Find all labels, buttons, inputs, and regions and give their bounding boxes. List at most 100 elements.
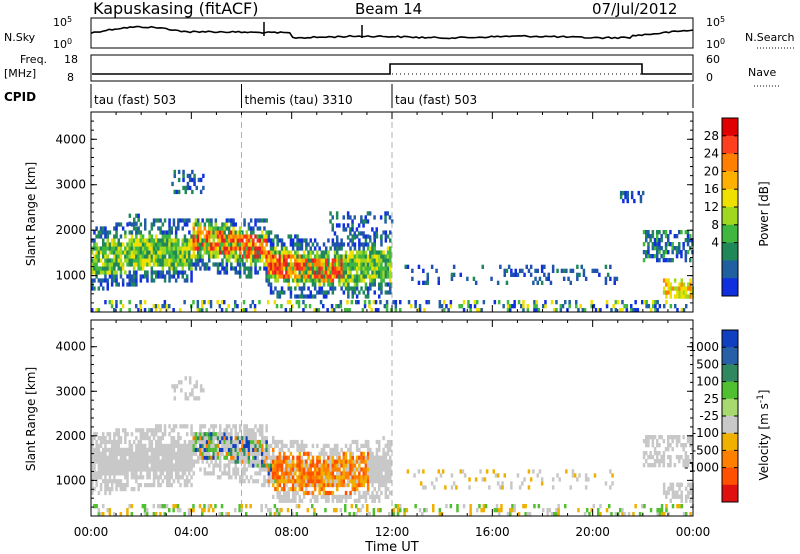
velocity-cell xyxy=(117,463,120,468)
velocity-cell xyxy=(492,469,495,474)
power-cell xyxy=(137,230,140,235)
velocity-cell xyxy=(219,463,222,468)
velocity-cell xyxy=(364,479,368,484)
velocity-cell xyxy=(344,467,348,472)
velocity-cell xyxy=(329,447,332,452)
power-cell xyxy=(128,262,131,267)
power-cell xyxy=(678,250,681,255)
power-cell xyxy=(647,234,650,239)
velocity-cell xyxy=(152,483,156,488)
power-cell xyxy=(155,218,158,223)
velocity-cell xyxy=(161,432,165,437)
velocity-cell xyxy=(115,471,118,476)
velocity-cell xyxy=(163,424,167,429)
velocity-cell xyxy=(289,471,293,476)
power-cell xyxy=(201,308,204,313)
velocity-cell xyxy=(522,504,525,509)
power-cell xyxy=(656,246,659,251)
power-cell xyxy=(97,286,101,291)
power-cell xyxy=(366,262,370,267)
power-cell xyxy=(691,238,694,243)
velocity-cell xyxy=(379,508,382,513)
velocity-cell xyxy=(384,490,388,496)
power-cell xyxy=(157,254,160,259)
velocity-cell xyxy=(305,479,308,484)
power-cell xyxy=(177,270,180,275)
velocity-cell xyxy=(234,471,237,476)
velocity-cell xyxy=(325,459,328,464)
velocity-cell xyxy=(192,463,195,468)
power-cell xyxy=(358,242,361,247)
velocity-cell xyxy=(667,443,670,448)
power-cell xyxy=(214,218,218,223)
velocity-cell xyxy=(241,471,244,476)
power-cell xyxy=(368,300,371,305)
velocity-cell xyxy=(197,436,200,441)
velocity-cell xyxy=(225,424,229,429)
power-cell xyxy=(291,246,295,251)
velocity-cell xyxy=(325,471,328,476)
power-cell xyxy=(375,227,378,232)
velocity-cell xyxy=(274,439,277,445)
power-cell xyxy=(181,266,184,271)
velocity-cell xyxy=(349,475,352,480)
power-cell xyxy=(366,211,370,216)
velocity-cell xyxy=(340,479,343,484)
power-cell xyxy=(362,278,365,283)
velocity-cell xyxy=(338,498,341,503)
velocity-cell xyxy=(208,463,211,468)
velocity-cell xyxy=(236,455,240,460)
power-cell xyxy=(322,278,326,283)
velocity-cell xyxy=(366,443,370,448)
nsky-trace xyxy=(90,25,694,40)
power-cell xyxy=(676,294,679,299)
velocity-cell xyxy=(342,459,346,464)
velocity-cell xyxy=(179,447,182,452)
power-cell xyxy=(305,274,308,279)
velocity-cell xyxy=(298,451,301,456)
velocity-cell xyxy=(241,455,244,460)
power-cell xyxy=(333,250,337,255)
velocity-cell xyxy=(371,463,374,468)
velocity-cell xyxy=(201,436,204,441)
velocity-cell xyxy=(227,463,231,468)
velocity-cell xyxy=(203,436,207,441)
power-cell xyxy=(532,280,535,285)
velocity-cell xyxy=(119,455,123,460)
power-cell xyxy=(172,242,176,247)
velocity-cell xyxy=(185,424,189,429)
power-cell xyxy=(139,234,143,239)
power-cell xyxy=(604,264,608,269)
velocity-cell xyxy=(272,447,275,452)
power-cell xyxy=(188,262,191,267)
velocity-cell xyxy=(578,473,581,478)
power-cell xyxy=(174,234,178,239)
power-cell xyxy=(183,234,187,239)
power-cell xyxy=(385,300,389,305)
velocity-cell xyxy=(645,439,648,444)
velocity-cell xyxy=(671,482,675,487)
velocity-cell xyxy=(93,432,96,437)
velocity-cell xyxy=(378,447,381,452)
velocity-cell xyxy=(369,447,372,452)
power-cell xyxy=(399,300,402,305)
power-cell xyxy=(349,286,352,291)
power-cell xyxy=(130,278,134,283)
power-cell xyxy=(300,266,304,271)
velocity-cell xyxy=(234,424,237,429)
velocity-cell xyxy=(108,459,112,464)
velocity-cell xyxy=(249,475,253,480)
power-cell xyxy=(590,304,593,309)
power-cell xyxy=(342,215,345,220)
velocity-cell xyxy=(527,485,531,490)
power-cell xyxy=(161,238,165,243)
velocity-cell xyxy=(258,432,262,437)
power-cell xyxy=(371,266,374,271)
velocity-cell xyxy=(667,439,670,444)
power-cell xyxy=(177,222,180,227)
velocity-cell xyxy=(285,479,288,484)
power-cell xyxy=(128,254,131,259)
velocity-cell xyxy=(234,467,237,472)
power-cell xyxy=(346,211,350,216)
velocity-cell xyxy=(139,436,143,441)
